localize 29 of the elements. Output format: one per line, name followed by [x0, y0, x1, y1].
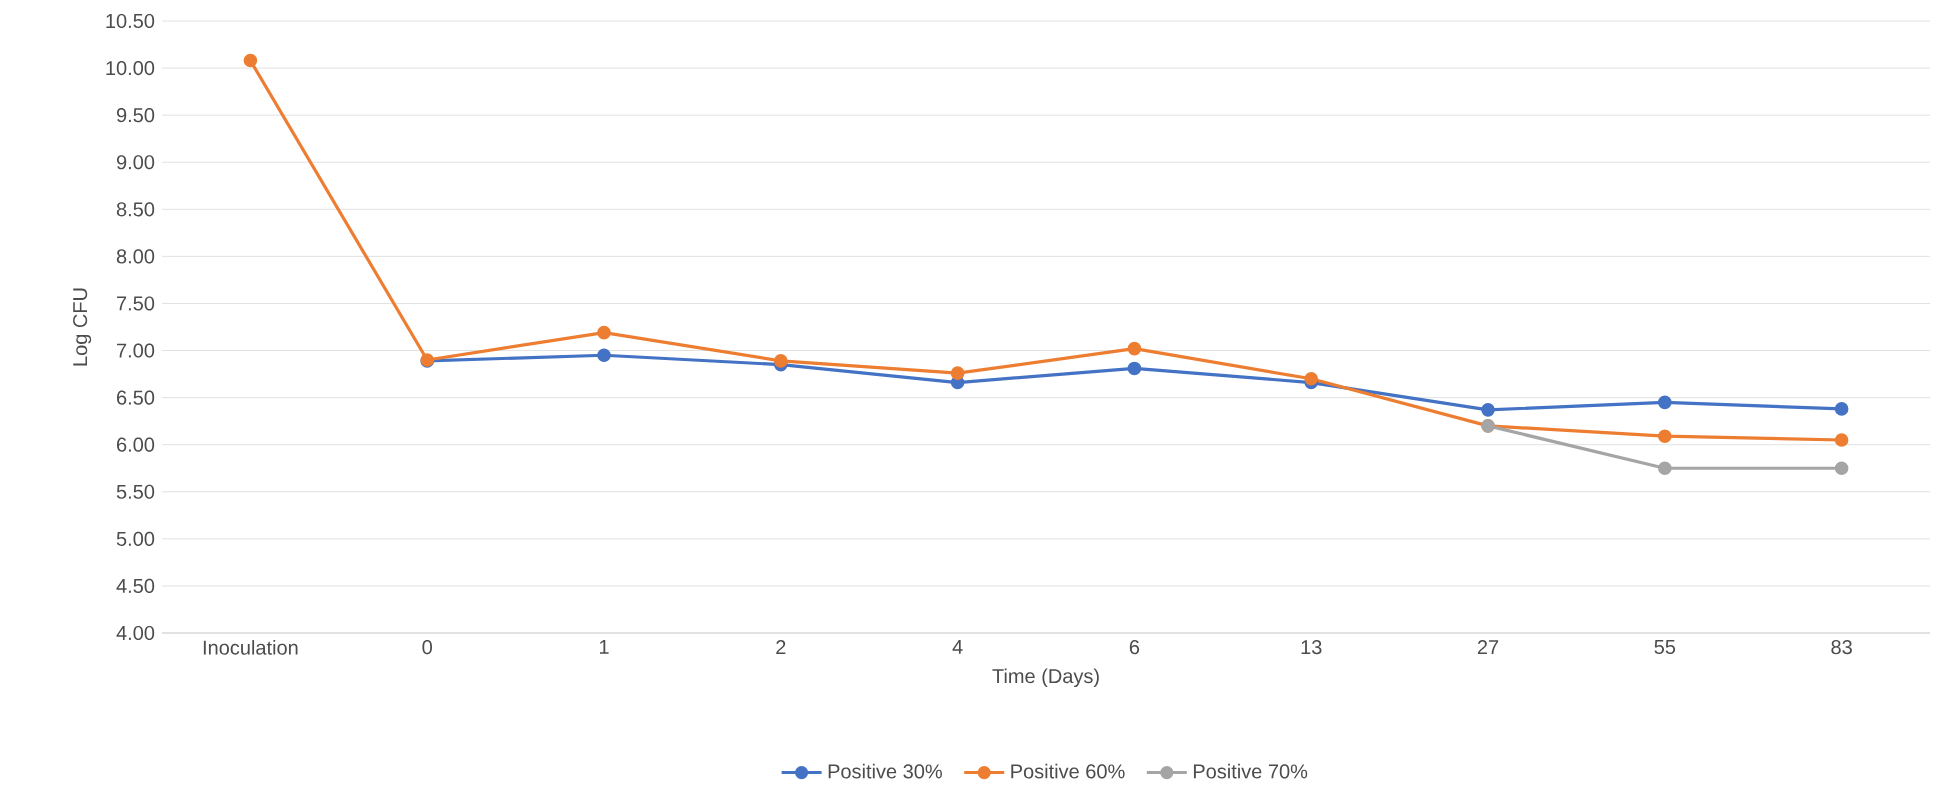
x-axis-title: Time (Days) [992, 668, 1099, 688]
y-tick-label: 10.50 [106, 13, 155, 29]
x-tick-label: 2 [776, 640, 786, 655]
y-tick-label: 9.00 [116, 155, 155, 170]
x-tick-label: 1 [599, 640, 609, 654]
y-axis-title: Log CFU [73, 288, 92, 366]
y-tick-label: 10.00 [106, 61, 155, 76]
x-tick-label: 83 [1831, 640, 1852, 655]
x-tick-label: 0 [422, 640, 432, 655]
y-tick-label: 5.00 [116, 531, 155, 546]
x-tick-label: 13 [1301, 640, 1322, 655]
y-tick-label: 7.00 [117, 343, 155, 358]
y-tick-label: 4.00 [116, 625, 155, 641]
y-tick-label: 4.50 [116, 578, 155, 593]
y-tick-label: 6.50 [117, 390, 155, 405]
x-tick-label: 6 [1129, 640, 1140, 655]
y-tick-label: 7.50 [117, 296, 155, 311]
x-tick-label: Inoculation [203, 640, 298, 655]
y-tick-label: 8.00 [116, 249, 155, 264]
y-tick-label: 9.50 [116, 108, 155, 123]
x-tick-label: 27 [1477, 640, 1499, 655]
legend-label: Positive 70% [1193, 763, 1308, 779]
y-tick-label: 8.50 [116, 202, 155, 217]
y-tick-label: 6.00 [117, 437, 155, 452]
x-tick-label: 4 [952, 640, 963, 654]
y-tick-label: 5.50 [116, 484, 155, 499]
legend-label: Positive 30% [828, 763, 942, 779]
legend-label: Positive 60% [1011, 763, 1125, 779]
x-tick-label: 55 [1654, 640, 1676, 655]
